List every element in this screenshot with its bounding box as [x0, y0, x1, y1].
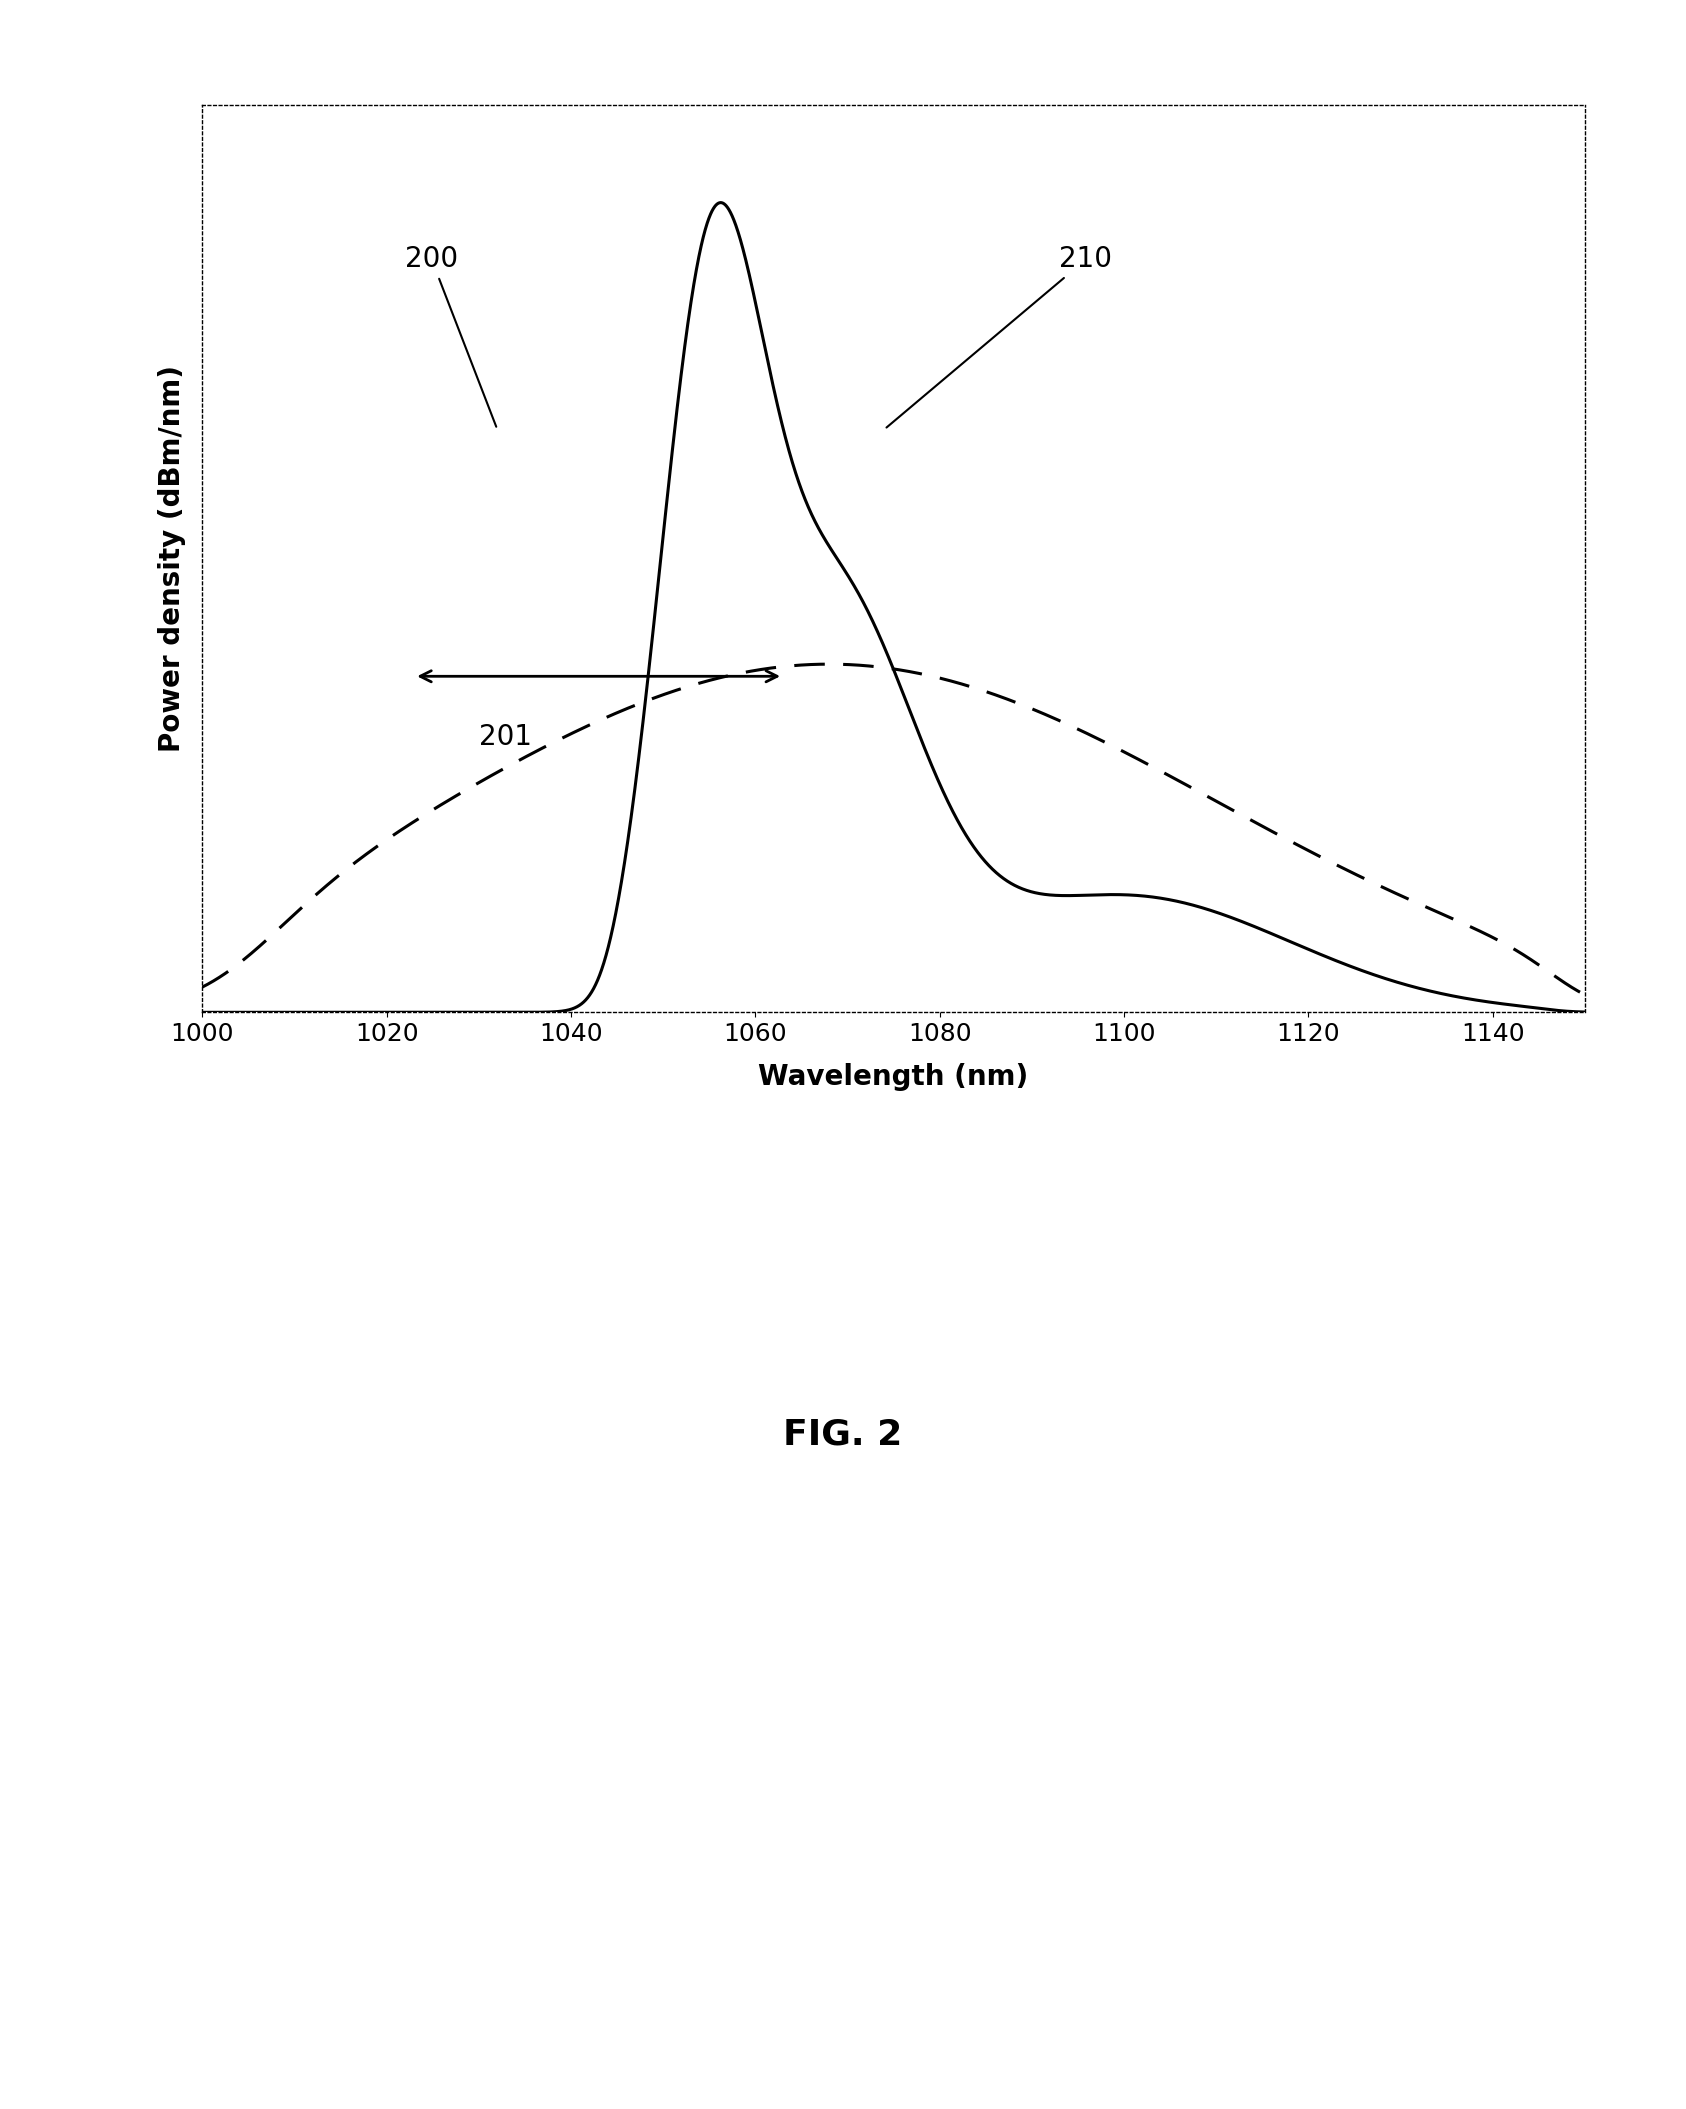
Text: FIG. 2: FIG. 2	[784, 1417, 902, 1451]
Text: 201: 201	[479, 723, 531, 751]
Y-axis label: Power density (dBm/nm): Power density (dBm/nm)	[158, 365, 185, 753]
Text: 210: 210	[887, 245, 1113, 428]
Text: 200: 200	[405, 245, 496, 426]
X-axis label: Wavelength (nm): Wavelength (nm)	[759, 1063, 1028, 1090]
